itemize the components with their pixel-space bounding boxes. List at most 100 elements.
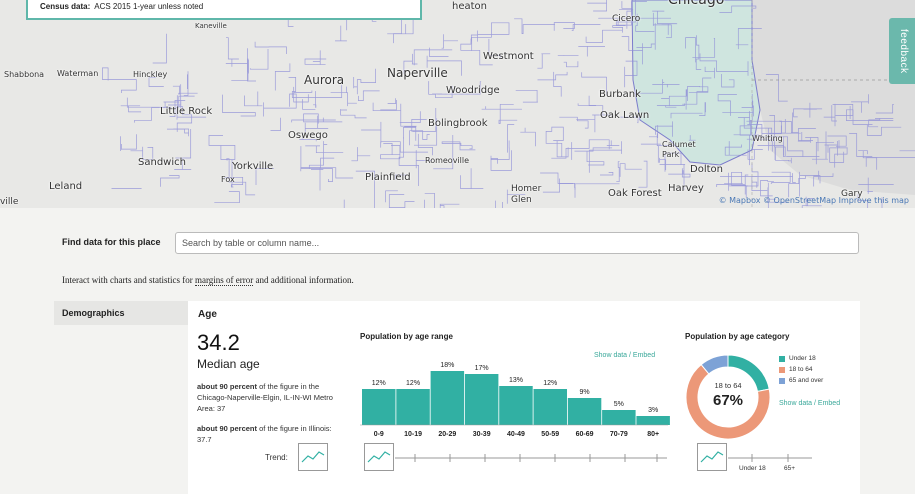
map-label-sandwich: Sandwich <box>138 157 186 168</box>
age-category-timeline <box>728 454 812 462</box>
bar-0-9[interactable] <box>362 389 396 425</box>
compare-state: about 90 percent of the figure in Illino… <box>197 423 342 445</box>
bar-60-69[interactable] <box>567 398 602 425</box>
donut-center-label: 18 to 64 <box>714 381 742 390</box>
map-label-plainfield: Plainfield <box>365 172 411 183</box>
demographics-panel: Age 34.2 Median age about 90 percent of … <box>188 301 860 494</box>
median-age-value[interactable]: 34.2 <box>197 330 240 355</box>
age-category-show-data-link[interactable]: Show data / Embed <box>779 400 841 407</box>
map-label-oak-lawn: Oak Lawn <box>600 110 650 121</box>
map-boundaries <box>0 0 915 208</box>
trend-sparkline-icon[interactable] <box>298 443 328 471</box>
bar-value-label: 12% <box>406 380 420 387</box>
legend-swatch <box>779 377 785 384</box>
age-category-donut <box>685 354 771 440</box>
donut-center-value: 67% <box>712 392 744 409</box>
trend-label: Trend: <box>265 453 288 462</box>
feedback-tab[interactable]: feedback <box>889 18 915 84</box>
legend-item: Under 18 <box>779 353 823 364</box>
bar-category-label: 30-39 <box>473 431 491 438</box>
bar-80+[interactable] <box>636 416 670 425</box>
map[interactable]: Census data: ACS 2015 1-year unless note… <box>0 0 915 208</box>
age-range-trend-icon[interactable] <box>364 443 394 471</box>
bar-category-label: 20-29 <box>438 431 456 438</box>
bar-value-label: 5% <box>614 401 624 408</box>
age-category-chart-title: Population by age category <box>685 332 790 341</box>
donut-center: 18 to 64 67% <box>687 381 769 409</box>
bar-value-label: 18% <box>440 362 454 369</box>
compare-state-bold: about 90 percent <box>197 424 258 433</box>
bar-10-19[interactable] <box>396 389 430 425</box>
median-age-label: Median age <box>197 357 260 371</box>
bar-70-79[interactable] <box>602 410 636 425</box>
interact-prefix: Interact with charts and statistics for <box>62 275 195 285</box>
age-range-timeline <box>395 454 667 462</box>
bar-value-label: 12% <box>543 380 557 387</box>
compare-metro-text: of the figure in the Chicago-Naperville-… <box>197 382 333 413</box>
map-label-little-rock: Little Rock <box>160 106 213 117</box>
donut-slice-65-and-over[interactable] <box>700 354 729 375</box>
map-label-kaneville: Kaneville <box>195 22 227 30</box>
map-attribution[interactable]: © Mapbox © OpenStreetMap Improve this ma… <box>718 196 909 205</box>
map-label-westmont: Westmont <box>483 51 534 62</box>
legend-label: Under 18 <box>789 355 816 362</box>
legend-item: 18 to 64 <box>779 364 823 375</box>
map-label-gary: Gary <box>841 189 863 199</box>
find-data-row: Find data for this place <box>62 232 862 254</box>
map-label-naperville: Naperville <box>387 66 448 80</box>
bar-value-label: 17% <box>475 365 489 372</box>
age-range-chart-title: Population by age range <box>360 332 453 341</box>
age-category-trend-icon[interactable] <box>697 443 727 471</box>
section-title-age: Age <box>198 309 217 320</box>
map-label-waterman: Waterman <box>57 69 99 78</box>
category-label-under-18: Under 18 <box>739 465 766 472</box>
map-label-shabbona: Shabbona <box>4 70 45 79</box>
map-label-fox: Fox <box>221 175 235 184</box>
bar-value-label: 3% <box>648 407 658 414</box>
bar-40-49[interactable] <box>499 386 533 425</box>
compare-state-text: of the figure in Illinois: 37.7 <box>197 424 332 444</box>
legend-item: 65 and over <box>779 375 823 386</box>
map-label-oak-forest: Oak Forest <box>608 188 662 199</box>
map-label-cicero: Cicero <box>612 14 641 24</box>
compare-metro-bold: about 90 percent <box>197 382 258 391</box>
age-category-legend: Under 18 18 to 64 65 and over <box>779 353 823 386</box>
bar-30-39[interactable] <box>464 374 499 425</box>
map-label-leland: Leland <box>49 181 83 192</box>
census-data-note: Census data: ACS 2015 1-year unless note… <box>26 0 422 20</box>
legend-swatch <box>779 366 785 373</box>
bar-category-label: 40-49 <box>507 431 525 438</box>
map-label-oswego: Oswego <box>288 130 328 141</box>
map-label-romeoville: Romeoville <box>425 156 470 165</box>
legend-label: 65 and over <box>789 377 824 384</box>
category-label-65-plus: 65+ <box>784 465 796 472</box>
age-range-bar-chart: 12% 0-9 12% 10-19 18% 20-29 17% 30-39 13% 40-49 12… <box>360 362 670 438</box>
map-label-heaton: heaton <box>452 1 487 12</box>
search-input[interactable] <box>175 232 859 254</box>
compare-metro: about 90 percent of the figure in the Ch… <box>197 381 342 414</box>
bar-category-label: 0-9 <box>374 431 384 438</box>
map-label-burbank: Burbank <box>599 89 641 100</box>
map-label-dolton: Dolton <box>690 164 723 175</box>
bar-value-label: 13% <box>509 377 523 384</box>
map-label-bolingbrook: Bolingbrook <box>428 118 488 129</box>
margins-of-error-link[interactable]: margins of error <box>194 275 254 286</box>
map-label-aurora: Aurora <box>304 73 345 87</box>
map-label-homer-glen: Homer Glen <box>511 184 542 205</box>
donut-slice-18-to-64[interactable] <box>685 363 771 440</box>
interact-text: Interact with charts and statistics for … <box>62 275 354 286</box>
map-label-harvey: Harvey <box>668 183 704 194</box>
bar-category-label: 50-59 <box>541 431 559 438</box>
bar-20-29[interactable] <box>430 371 465 425</box>
map-label-chicago: Chicago <box>668 0 725 8</box>
find-data-label: Find data for this place <box>62 237 161 247</box>
sidebar-item-demographics[interactable]: Demographics <box>54 301 188 325</box>
map-label-calumet-park: Calumet Park <box>662 140 696 159</box>
legend-label: 18 to 64 <box>789 366 813 373</box>
map-label-whiting: Whiting <box>752 134 783 143</box>
interact-suffix: and additional information. <box>253 275 354 285</box>
census-note-label: Census data: <box>40 2 91 11</box>
bar-50-59[interactable] <box>533 389 568 425</box>
age-range-show-data-link[interactable]: Show data / Embed <box>594 352 656 359</box>
bar-value-label: 9% <box>579 389 589 396</box>
